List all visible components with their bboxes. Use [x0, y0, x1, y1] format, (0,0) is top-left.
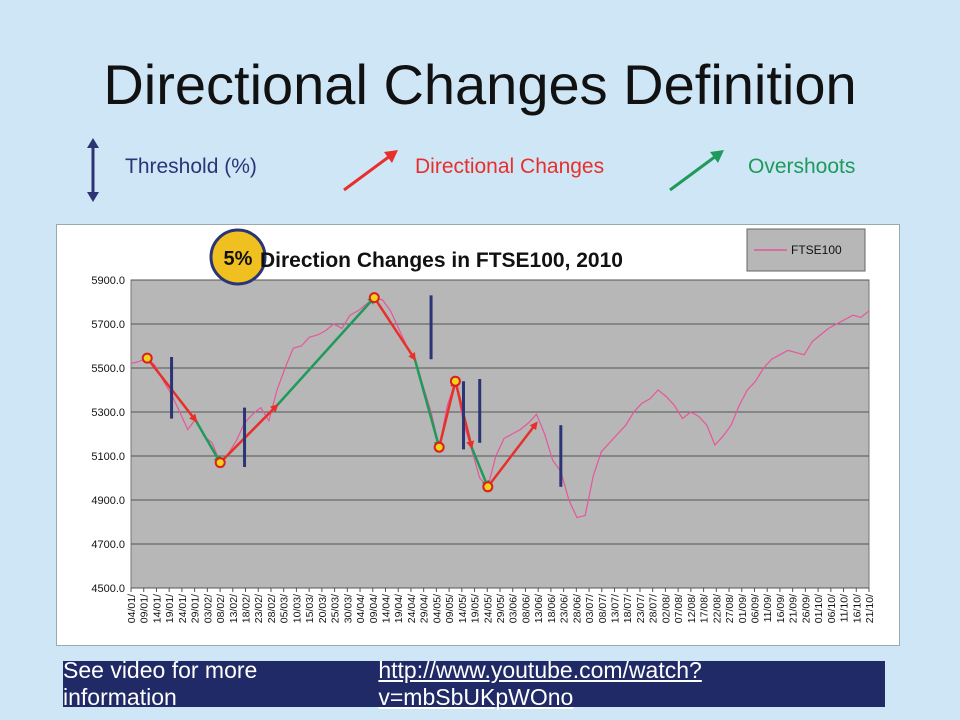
x-tick-label: 04/04/: [355, 594, 367, 623]
y-tick-label: 5100.0: [91, 451, 125, 463]
x-tick-label: 03/07/: [584, 594, 596, 623]
x-tick-label: 21/09/: [788, 594, 800, 623]
x-tick-label: 04/05/: [431, 594, 443, 623]
x-tick-label: 09/05/: [444, 594, 456, 623]
x-tick-label: 07/08/: [673, 594, 685, 623]
x-tick-label: 19/04/: [393, 594, 405, 623]
x-tick-label: 16/10/: [851, 594, 863, 623]
x-tick-label: 25/03/: [330, 594, 342, 623]
y-tick-label: 5300.0: [91, 407, 125, 419]
footer-text: See video for more information: [63, 657, 258, 710]
chart-legend-label: FTSE100: [791, 243, 842, 257]
x-tick-label: 18/02/: [241, 594, 253, 623]
overshoot-arrow: [470, 446, 490, 489]
threshold-legend-label: Threshold (%): [125, 155, 257, 178]
x-tick-label: 03/02/: [202, 594, 214, 623]
extremum-point: [368, 292, 380, 304]
x-tick-label: 09/04/: [368, 594, 380, 623]
x-tick-label: 02/08/: [660, 594, 672, 623]
x-tick-label: 08/02/: [215, 594, 227, 623]
x-tick-label: 23/07/: [635, 594, 647, 623]
extremum-point: [433, 441, 445, 453]
x-tick-label: 21/10/: [864, 594, 876, 623]
ftse100-price-line: [130, 296, 870, 519]
extremum-point: [482, 481, 494, 493]
threshold-badge: [209, 228, 267, 286]
x-tick-label: 08/07/: [597, 594, 609, 623]
x-tick-label: 11/10/: [839, 594, 851, 622]
y-tick-label: 5900.0: [91, 275, 125, 287]
x-tick-label: 09/01/: [139, 594, 151, 623]
x-tick-label: 27/08/: [724, 594, 736, 623]
directional-change-arrow: [486, 421, 538, 488]
x-tick-label: 13/07/: [610, 594, 622, 623]
x-tick-label: 22/08/: [711, 594, 723, 623]
threshold-arrow-icon: [87, 138, 99, 202]
x-tick-label: 05/03/: [279, 594, 291, 623]
y-tick-label: 4900.0: [91, 495, 125, 507]
y-tick-label: 5500.0: [91, 363, 125, 375]
x-tick-label: 17/08/: [699, 594, 711, 623]
x-tick-label: 20/03/: [317, 594, 329, 623]
x-tick-label: 08/06/: [520, 594, 532, 623]
directional-changes-legend-label: Directional Changes: [415, 155, 605, 178]
x-tick-label: 30/03/: [342, 594, 354, 623]
footer-bar: See video for more information http://ww…: [63, 657, 885, 710]
x-tick-label: 13/06/: [533, 594, 545, 623]
x-tick-label: 01/10/: [813, 594, 825, 623]
x-tick-label: 26/09/: [800, 594, 812, 623]
x-tick-label: 28/07/: [648, 594, 660, 623]
chart-title: Direction Changes in FTSE100, 2010: [260, 249, 623, 272]
x-tick-label: 18/07/: [622, 594, 634, 623]
x-tick-label: 04/01/: [126, 594, 138, 623]
x-tick-label: 28/06/: [571, 594, 583, 623]
threshold-badge-label: 5%: [224, 248, 253, 270]
x-tick-label: 03/06/: [508, 594, 520, 623]
plot-area: [130, 279, 870, 589]
x-tick-label: 16/09/: [775, 594, 787, 623]
x-tick-label: 18/06/: [546, 594, 558, 623]
x-tick-label: 13/02/: [228, 594, 240, 623]
x-tick-label: 23/02/: [253, 594, 265, 623]
x-tick-label: 15/03/: [304, 594, 316, 623]
overshoot-arrow: [276, 296, 376, 407]
x-tick-label: 11/09/: [762, 594, 774, 622]
extremum-point: [449, 375, 461, 387]
x-tick-label: 10/03/: [291, 594, 303, 623]
slide-title: Directional Changes Definition: [103, 53, 857, 116]
overshoot-arrow-icon: [669, 150, 724, 192]
ftse-chart: 4500.0 4700.0 4900.0 5100.0 5300.0 5500.0 5700…: [91, 228, 876, 623]
x-tick-label: 06/09/: [749, 594, 761, 623]
extremum-point: [214, 457, 226, 469]
extremum-point: [141, 352, 153, 364]
x-tick-label: 29/04/: [419, 594, 431, 623]
x-tick-label: 23/06/: [559, 594, 571, 623]
youtube-link[interactable]: http://www.youtube.com/watch?v=mbSbUKpWO…: [378, 657, 702, 710]
x-tick-label: 19/01/: [164, 594, 176, 623]
y-tick-label: 5700.0: [91, 319, 125, 331]
x-tick-label: 24/05/: [482, 594, 494, 623]
directional-change-arrow-icon: [343, 150, 398, 192]
x-tick-label: 29/01/: [190, 594, 202, 623]
chart-panel: 4500.0 4700.0 4900.0 5100.0 5300.0 5500.0 5700…: [56, 224, 900, 646]
overshoot-arrow: [413, 358, 442, 450]
directional-change-arrow: [219, 403, 279, 464]
directional-change-arrow: [437, 379, 458, 448]
x-tick-label: 29/05/: [495, 594, 507, 623]
overshoot-arrow: [194, 420, 222, 465]
x-tick-label: 12/08/: [686, 594, 698, 623]
x-tick-label: 19/05/: [470, 594, 482, 623]
x-tick-label: 06/10/: [826, 594, 838, 623]
x-tick-label: 24/04/: [406, 594, 418, 623]
y-tick-label: 4500.0: [91, 583, 125, 595]
x-tick-label: 01/09/: [737, 594, 749, 623]
x-tick-label: 14/01/: [151, 594, 163, 623]
x-tick-label: 24/01/: [177, 594, 189, 623]
x-tick-label: 14/04/: [380, 594, 392, 623]
directional-change-arrow: [373, 296, 416, 361]
overshoots-legend-label: Overshoots: [748, 155, 856, 178]
x-tick-label: 14/05/: [457, 594, 469, 623]
x-tick-label: 28/02/: [266, 594, 278, 623]
y-tick-label: 4700.0: [91, 539, 125, 551]
